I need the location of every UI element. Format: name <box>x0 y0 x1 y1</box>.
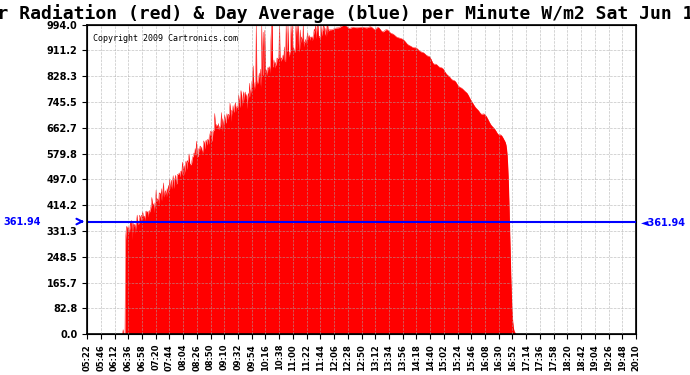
Text: Copyright 2009 Cartronics.com: Copyright 2009 Cartronics.com <box>92 34 237 43</box>
Text: 361.94: 361.94 <box>3 216 41 226</box>
Title: Solar Radiation (red) & Day Average (blue) per Minute W/m2 Sat Jun 13 20:31: Solar Radiation (red) & Day Average (blu… <box>0 4 690 23</box>
